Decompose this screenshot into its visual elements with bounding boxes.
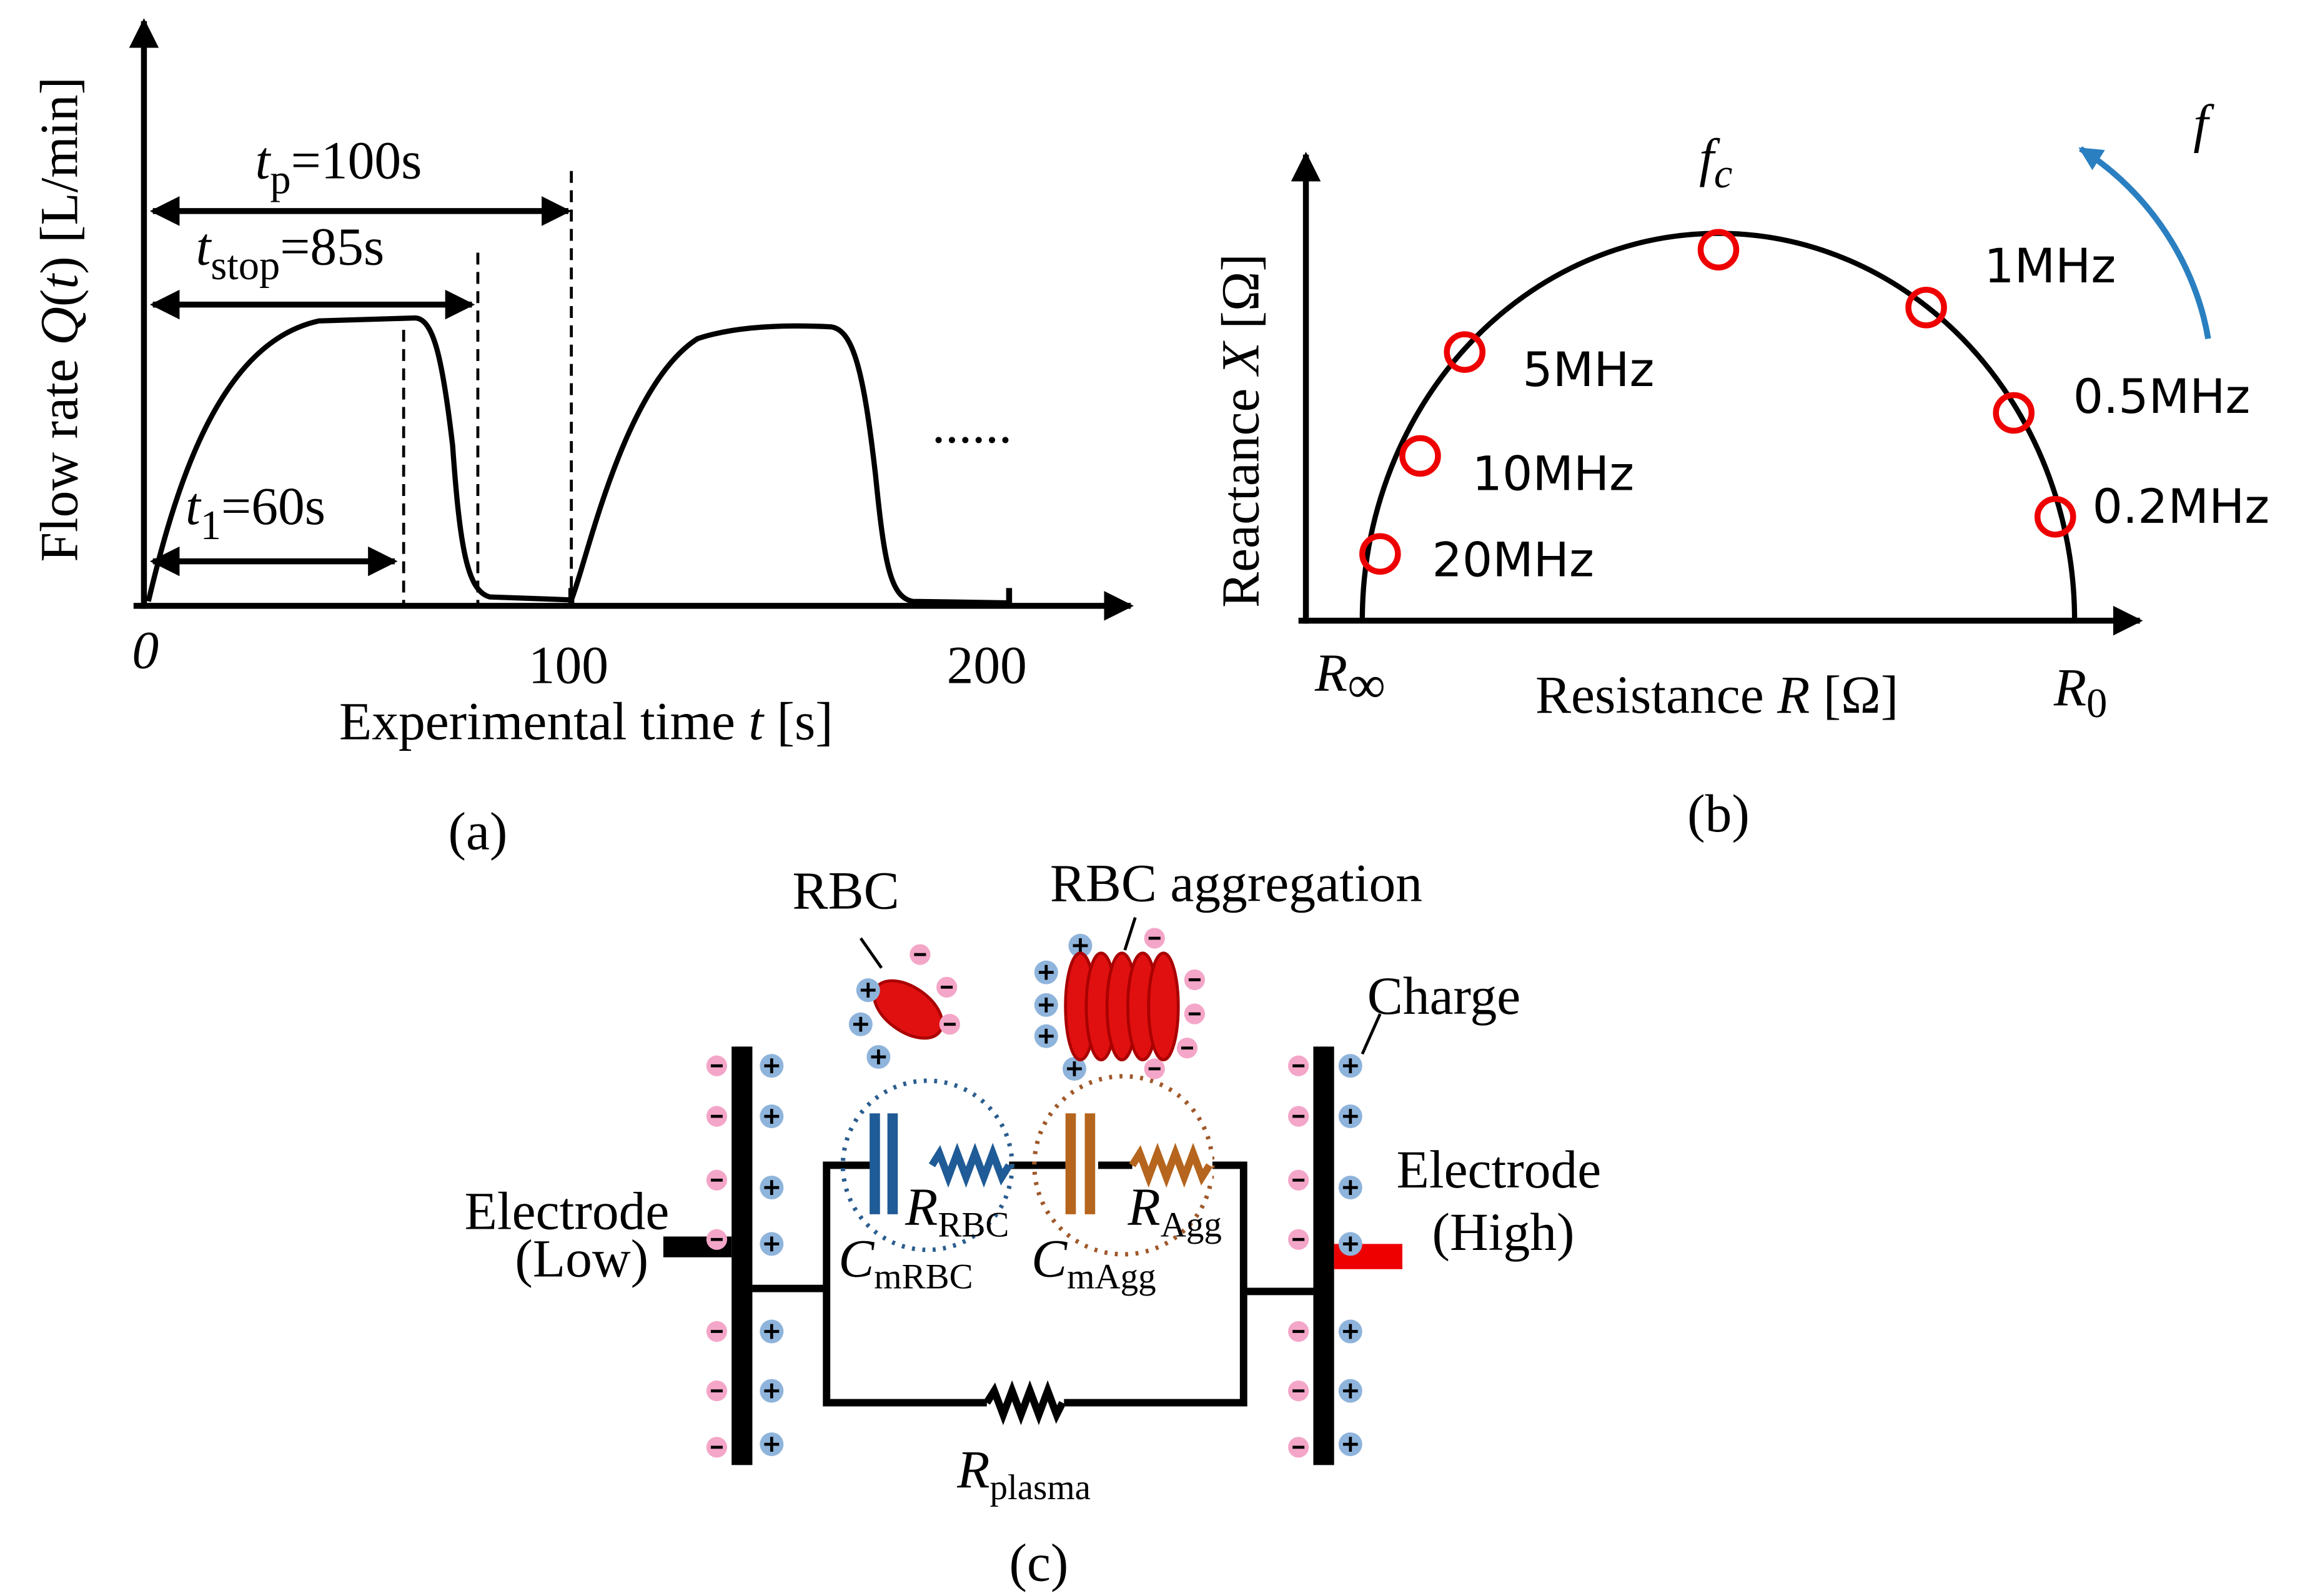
plus-sign bbox=[1342, 1180, 1358, 1195]
capacitor-agg bbox=[1065, 1113, 1076, 1214]
point bbox=[1444, 331, 1486, 373]
panel-b: 20MHz 10MHz 5MHz 1MHz 0.5MHz 0.2MHz fc f… bbox=[1212, 94, 2270, 843]
leader bbox=[859, 937, 883, 969]
tp-label: tp=100s bbox=[255, 132, 422, 203]
ellipsis: ...... bbox=[932, 396, 1012, 455]
x-axis-label: Experimental time t [s] bbox=[339, 693, 833, 751]
capacitor-rbc bbox=[887, 1113, 898, 1214]
plus-sign bbox=[1342, 1437, 1358, 1452]
plus-sign bbox=[1342, 1058, 1358, 1074]
plus-sign bbox=[1038, 964, 1054, 980]
plus-sign bbox=[764, 1437, 780, 1452]
plus-sign bbox=[764, 1236, 780, 1252]
r0-label: R0 bbox=[2053, 658, 2108, 726]
caption: (c) bbox=[1009, 1534, 1068, 1593]
plus-sign bbox=[764, 1058, 780, 1074]
point bbox=[1697, 229, 1740, 270]
leader bbox=[1123, 917, 1137, 951]
resistor-agg bbox=[1129, 1142, 1213, 1188]
circuit-wire bbox=[752, 1161, 1314, 1407]
plus-sign bbox=[1067, 1061, 1082, 1076]
plus-sign bbox=[1038, 998, 1054, 1013]
point bbox=[2035, 496, 2076, 538]
y-axis-label: Flow rate Q(t) [L/min] bbox=[31, 77, 89, 562]
x-axis-label: Resistance R [Ω] bbox=[1535, 666, 1898, 725]
gap bbox=[878, 1152, 935, 1179]
c-magg-label: CmAgg bbox=[1031, 1230, 1156, 1297]
capacitor-rbc bbox=[870, 1113, 880, 1214]
aggregated-rbc bbox=[1147, 951, 1180, 1062]
charge-label: Charge bbox=[1367, 967, 1520, 1026]
electrode-low-label: (Low) bbox=[515, 1230, 648, 1289]
resistor-plasma bbox=[983, 1380, 1066, 1425]
plus-sign bbox=[764, 1383, 780, 1399]
rbc-circle bbox=[840, 1078, 1014, 1252]
rbc-label: RBC bbox=[793, 861, 900, 920]
plus-sign bbox=[1342, 1236, 1358, 1252]
plus-sign bbox=[1342, 1324, 1358, 1339]
r-agg-label: RAgg bbox=[1127, 1177, 1221, 1244]
freq-label: 5MHz bbox=[1522, 342, 1654, 397]
electrode-high-label: (High) bbox=[1432, 1203, 1575, 1262]
x-tick-label: 100 bbox=[528, 636, 608, 695]
plus-sign bbox=[1342, 1109, 1358, 1124]
flow-curve bbox=[146, 315, 1009, 606]
freq-label: 20MHz bbox=[1432, 532, 1594, 587]
leader bbox=[1361, 1013, 1382, 1055]
x-tick-label: 200 bbox=[947, 636, 1027, 695]
freq-label: 1MHz bbox=[1984, 238, 2116, 294]
r-inf-label: R∞ bbox=[1314, 643, 1386, 714]
plus-sign bbox=[853, 1016, 868, 1032]
c-mrbc-label: CmRBC bbox=[838, 1230, 973, 1297]
capacitor-agg bbox=[1084, 1113, 1096, 1214]
electrode-high bbox=[1313, 1046, 1334, 1465]
resistor-rbc bbox=[928, 1142, 1013, 1188]
caption: (b) bbox=[1687, 785, 1750, 843]
frequency-arrow bbox=[2078, 146, 2211, 340]
rbc-aggregation-label: RBC aggregation bbox=[1050, 855, 1422, 913]
plus-sign bbox=[764, 1324, 780, 1339]
electrode-high-label: Electrode bbox=[1397, 1141, 1602, 1199]
point bbox=[1399, 435, 1441, 477]
point bbox=[1359, 533, 1401, 575]
freq-label: 0.5MHz bbox=[2073, 369, 2251, 424]
r-rbc-label: RRBC bbox=[905, 1177, 1009, 1244]
fc-label: fc bbox=[1699, 129, 1732, 197]
plus-sign bbox=[1073, 938, 1088, 953]
x-tick-label: 0 bbox=[132, 622, 159, 680]
plus-sign bbox=[764, 1109, 780, 1124]
y-axis-label: Reactance X [Ω] bbox=[1212, 254, 1271, 608]
tstop-label: tstop=85s bbox=[196, 217, 385, 289]
t1-label: t1=60s bbox=[186, 477, 325, 548]
freq-label: 10MHz bbox=[1472, 446, 1634, 502]
plus-sign bbox=[871, 1049, 886, 1064]
point bbox=[1993, 392, 2035, 434]
f-label: f bbox=[2193, 94, 2214, 153]
electrode-low bbox=[731, 1046, 753, 1465]
plus-sign bbox=[1342, 1383, 1358, 1399]
freq-label: 0.2MHz bbox=[2093, 478, 2270, 534]
caption: (a) bbox=[448, 802, 507, 861]
plus-sign bbox=[860, 983, 876, 998]
r-plasma-label: Rplasma bbox=[956, 1440, 1091, 1507]
electrode-low-label: Electrode bbox=[465, 1182, 670, 1241]
plus-sign bbox=[1038, 1028, 1054, 1044]
panel-a: tp=100s tstop=85s t1=60s ...... 0 100 20… bbox=[31, 18, 1134, 861]
plus-sign bbox=[764, 1180, 780, 1195]
panel-c: RBC RBC aggregation Charge Electrode (Lo… bbox=[465, 855, 1602, 1593]
point bbox=[1905, 287, 1947, 329]
